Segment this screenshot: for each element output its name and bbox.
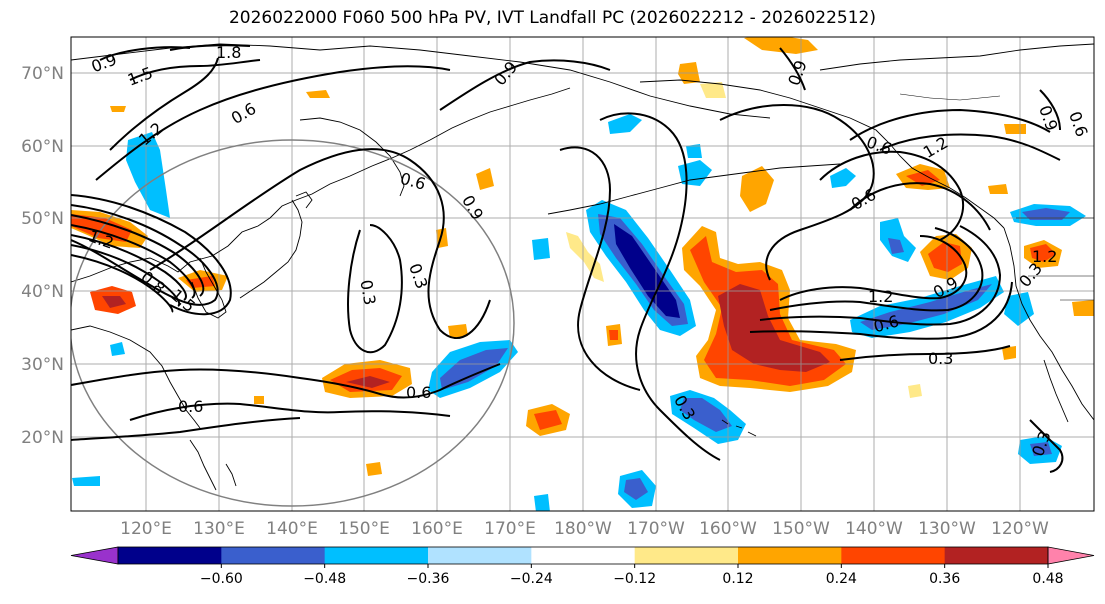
colorbar-swatch — [531, 547, 636, 564]
contour-west-jet — [71, 204, 219, 306]
lon-label: 150°W — [772, 519, 830, 539]
colorbar-swatch — [841, 547, 946, 564]
lon-label: 170°E — [484, 519, 536, 539]
colorbar-tick-label: −0.12 — [613, 571, 656, 587]
lat-label: 30°N — [21, 355, 64, 375]
lon-label: 140°E — [266, 519, 318, 539]
lon-label: 120°W — [991, 519, 1049, 539]
colorbar-frame — [117, 546, 1049, 565]
coast-korea — [191, 257, 227, 319]
colorbar-tick-label: −0.48 — [303, 571, 346, 587]
shade-kamchatka-blue — [126, 132, 170, 218]
colorbar-tick-label: 0.12 — [722, 571, 753, 587]
lat-label: 70°N — [21, 64, 64, 84]
colorbar-swatch — [634, 547, 739, 564]
coastlines — [71, 43, 1094, 491]
coast-alaska — [639, 79, 1005, 229]
lat-label: 20°N — [21, 428, 64, 448]
contour-0.6-arc — [95, 65, 451, 181]
contour-0.6-japan — [149, 148, 491, 340]
lon-label: 160°E — [411, 519, 463, 539]
coast-aleutians — [547, 163, 841, 215]
borders — [899, 93, 1094, 301]
coast-china — [71, 325, 201, 429]
colorbar-tick-label: 0.24 — [826, 571, 857, 587]
colorbar-extend-high — [1047, 546, 1095, 565]
contour-label: 1.2 — [1032, 247, 1057, 266]
contour-label: 0.3 — [356, 278, 379, 306]
contour-0.3-se — [1029, 419, 1064, 473]
colorbar-swatch — [324, 547, 429, 564]
colorbar: −0.60 −0.48 −0.36 −0.24 −0.12 0.12 0.24 0.36 0.4… — [70, 546, 1095, 587]
lon-axis: 120°E 130°E 140°E 150°E 160°E 170°E 180°… — [120, 519, 1049, 539]
contour-label: 0.6 — [178, 397, 203, 416]
contour-0.9-north — [439, 59, 611, 111]
lon-label: 170°W — [627, 519, 685, 539]
coast-canada-arctic — [819, 43, 1094, 71]
contour-0.6-south — [71, 363, 501, 399]
coast-na-west — [1003, 227, 1094, 421]
lon-label: 120°E — [120, 519, 172, 539]
colorbar-swatch — [428, 547, 532, 564]
colorbar-tick-label: −0.36 — [407, 571, 450, 587]
lat-axis: 70°N 60°N 50°N 40°N 30°N 20°N — [21, 64, 64, 448]
lon-label: 130°W — [918, 519, 976, 539]
contour-0.3-closed — [347, 224, 403, 354]
contour-label: 1.2 — [868, 287, 893, 306]
contour-1.2-east — [779, 235, 968, 301]
map-frame — [70, 36, 1095, 512]
lat-label: 60°N — [21, 137, 64, 157]
colorbar-tick-label: −0.24 — [510, 571, 553, 587]
lon-label: 180°W — [554, 519, 612, 539]
coast-baja — [1043, 359, 1069, 423]
colorbar-swatch — [221, 547, 326, 564]
colorbar-swatch — [118, 547, 222, 564]
colorbar-extend-low — [70, 546, 119, 565]
colorbar-tick-label: 0.48 — [1032, 571, 1063, 587]
contour-label: 0.6 — [406, 383, 431, 402]
colorbar-swatch — [944, 547, 1049, 564]
gridlines — [71, 37, 1094, 511]
coast-kamchatka — [299, 117, 405, 197]
contour-0.3-trough — [599, 112, 721, 461]
coast-philippines — [189, 439, 237, 491]
colorbar-tick-label: −0.60 — [200, 571, 243, 587]
map-panel: 0.9 1.8 1.5 0.6 1.2 0.9 0.6 0.9 0.3 0.3 … — [71, 37, 1094, 511]
coast-japan — [239, 191, 313, 299]
lat-label: 40°N — [21, 282, 64, 302]
hawaii — [721, 419, 757, 437]
colorbar-tick-label: 0.36 — [929, 571, 960, 587]
contour-0.3-east — [839, 345, 1011, 361]
colorbar-swatch — [738, 547, 842, 564]
contour-1.2-kamchatka — [109, 57, 219, 151]
lat-label: 50°N — [21, 209, 64, 229]
contour-label: 0.3 — [928, 349, 953, 368]
lon-label: 150°E — [338, 519, 390, 539]
region-circle — [71, 139, 515, 507]
contour-ridge-outer — [719, 104, 875, 281]
contour-label: 1.8 — [216, 43, 241, 62]
map-title: 2026022000 F060 500 hPa PV, IVT Landfall… — [228, 8, 876, 28]
contour-0.6-goa — [819, 150, 965, 241]
lon-label: 130°E — [193, 519, 245, 539]
lon-label: 160°W — [699, 519, 757, 539]
contour-0.9-trough — [559, 146, 641, 391]
lon-label: 140°W — [845, 519, 903, 539]
pv-contours — [71, 44, 1064, 473]
contour-0.9-alaska — [849, 108, 1051, 141]
